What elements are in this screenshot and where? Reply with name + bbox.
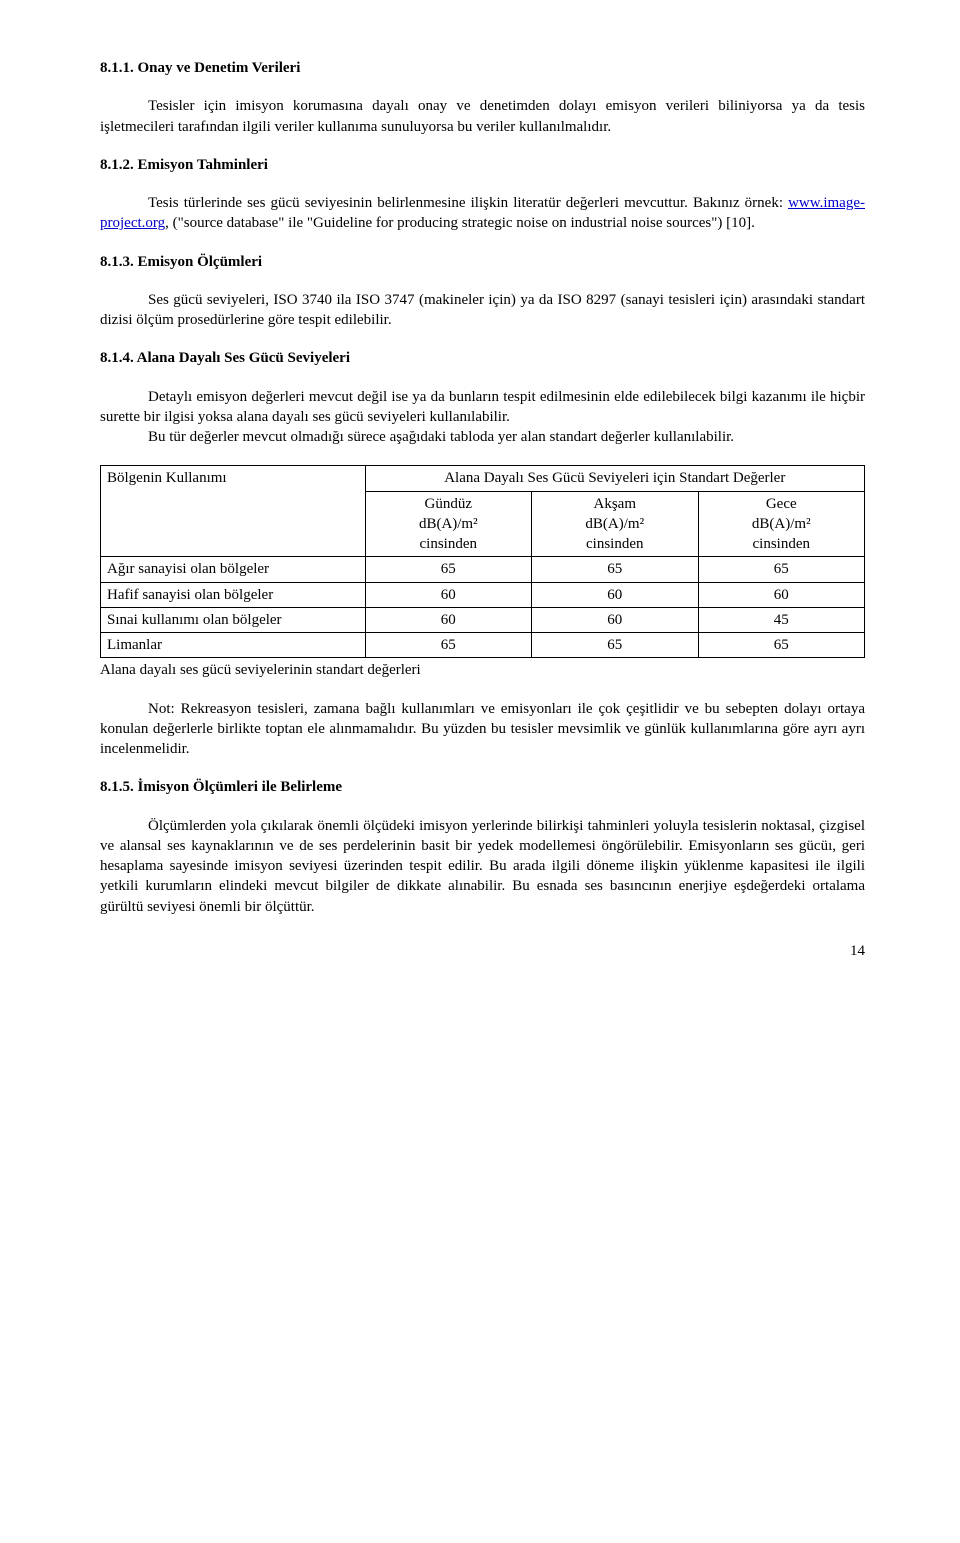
paragraph: Ölçümlerden yola çıkılarak önemli ölçüde… bbox=[100, 816, 865, 917]
subheader-line: Gündüz bbox=[425, 496, 473, 512]
table-cell: 60 bbox=[532, 607, 698, 632]
table-cell: 65 bbox=[365, 633, 531, 658]
subheader-line: Akşam bbox=[594, 496, 637, 512]
section-heading: 8.1.1. Onay ve Denetim Verileri bbox=[100, 58, 865, 78]
table-cell: Ağır sanayisi olan bölgeler bbox=[101, 557, 366, 582]
table-cell: 65 bbox=[698, 557, 865, 582]
section-heading: 8.1.3. Emisyon Ölçümleri bbox=[100, 252, 865, 272]
table-cell: 60 bbox=[365, 607, 531, 632]
table-cell: 65 bbox=[532, 557, 698, 582]
paragraph-note: Not: Rekreasyon tesisleri, zamana bağlı … bbox=[100, 699, 865, 760]
subheader-line: cinsinden bbox=[753, 536, 811, 552]
table-header-cell: Alana Dayalı Ses Gücü Seviyeleri için St… bbox=[365, 466, 864, 491]
paragraph: Tesisler için imisyon korumasına dayalı … bbox=[100, 96, 865, 137]
table-subheader-cell: Akşam dB(A)/m² cinsinden bbox=[532, 491, 698, 557]
table-cell: 65 bbox=[532, 633, 698, 658]
section-heading: 8.1.2. Emisyon Tahminleri bbox=[100, 155, 865, 175]
paragraph: Detaylı emisyon değerleri mevcut değil i… bbox=[100, 387, 865, 428]
table-cell: 60 bbox=[365, 582, 531, 607]
subheader-line: dB(A)/m² bbox=[752, 516, 811, 532]
table-cell: 60 bbox=[532, 582, 698, 607]
paragraph-text: Tesis türlerinde ses gücü seviyesinin be… bbox=[148, 195, 788, 211]
data-table: Bölgenin Kullanımı Alana Dayalı Ses Gücü… bbox=[100, 465, 865, 658]
table-cell: Hafif sanayisi olan bölgeler bbox=[101, 582, 366, 607]
table-row: Hafif sanayisi olan bölgeler 60 60 60 bbox=[101, 582, 865, 607]
table-header-cell: Bölgenin Kullanımı bbox=[101, 466, 366, 557]
table-cell: Limanlar bbox=[101, 633, 366, 658]
paragraph: Bu tür değerler mevcut olmadığı sürece a… bbox=[100, 427, 865, 447]
table-header-row: Bölgenin Kullanımı Alana Dayalı Ses Gücü… bbox=[101, 466, 865, 491]
paragraph: Ses gücü seviyeleri, ISO 3740 ila ISO 37… bbox=[100, 290, 865, 331]
subheader-line: cinsinden bbox=[420, 536, 478, 552]
table-subheader-cell: Gece dB(A)/m² cinsinden bbox=[698, 491, 865, 557]
paragraph: Tesis türlerinde ses gücü seviyesinin be… bbox=[100, 193, 865, 234]
table-subheader-cell: Gündüz dB(A)/m² cinsinden bbox=[365, 491, 531, 557]
page-number: 14 bbox=[100, 941, 865, 961]
table-cell: Sınai kullanımı olan bölgeler bbox=[101, 607, 366, 632]
table-cell: 65 bbox=[365, 557, 531, 582]
table-row: Sınai kullanımı olan bölgeler 60 60 45 bbox=[101, 607, 865, 632]
table-cell: 60 bbox=[698, 582, 865, 607]
subheader-line: Gece bbox=[766, 496, 797, 512]
paragraph-text: , ("source database" ile "Guideline for … bbox=[165, 215, 755, 231]
subheader-line: dB(A)/m² bbox=[585, 516, 644, 532]
table-caption: Alana dayalı ses gücü seviyelerinin stan… bbox=[100, 660, 865, 680]
subheader-line: dB(A)/m² bbox=[419, 516, 478, 532]
table-row: Limanlar 65 65 65 bbox=[101, 633, 865, 658]
table-row: Ağır sanayisi olan bölgeler 65 65 65 bbox=[101, 557, 865, 582]
subheader-line: cinsinden bbox=[586, 536, 644, 552]
section-heading: 8.1.5. İmisyon Ölçümleri ile Belirleme bbox=[100, 777, 865, 797]
table-cell: 65 bbox=[698, 633, 865, 658]
section-heading: 8.1.4. Alana Dayalı Ses Gücü Seviyeleri bbox=[100, 348, 865, 368]
table-cell: 45 bbox=[698, 607, 865, 632]
